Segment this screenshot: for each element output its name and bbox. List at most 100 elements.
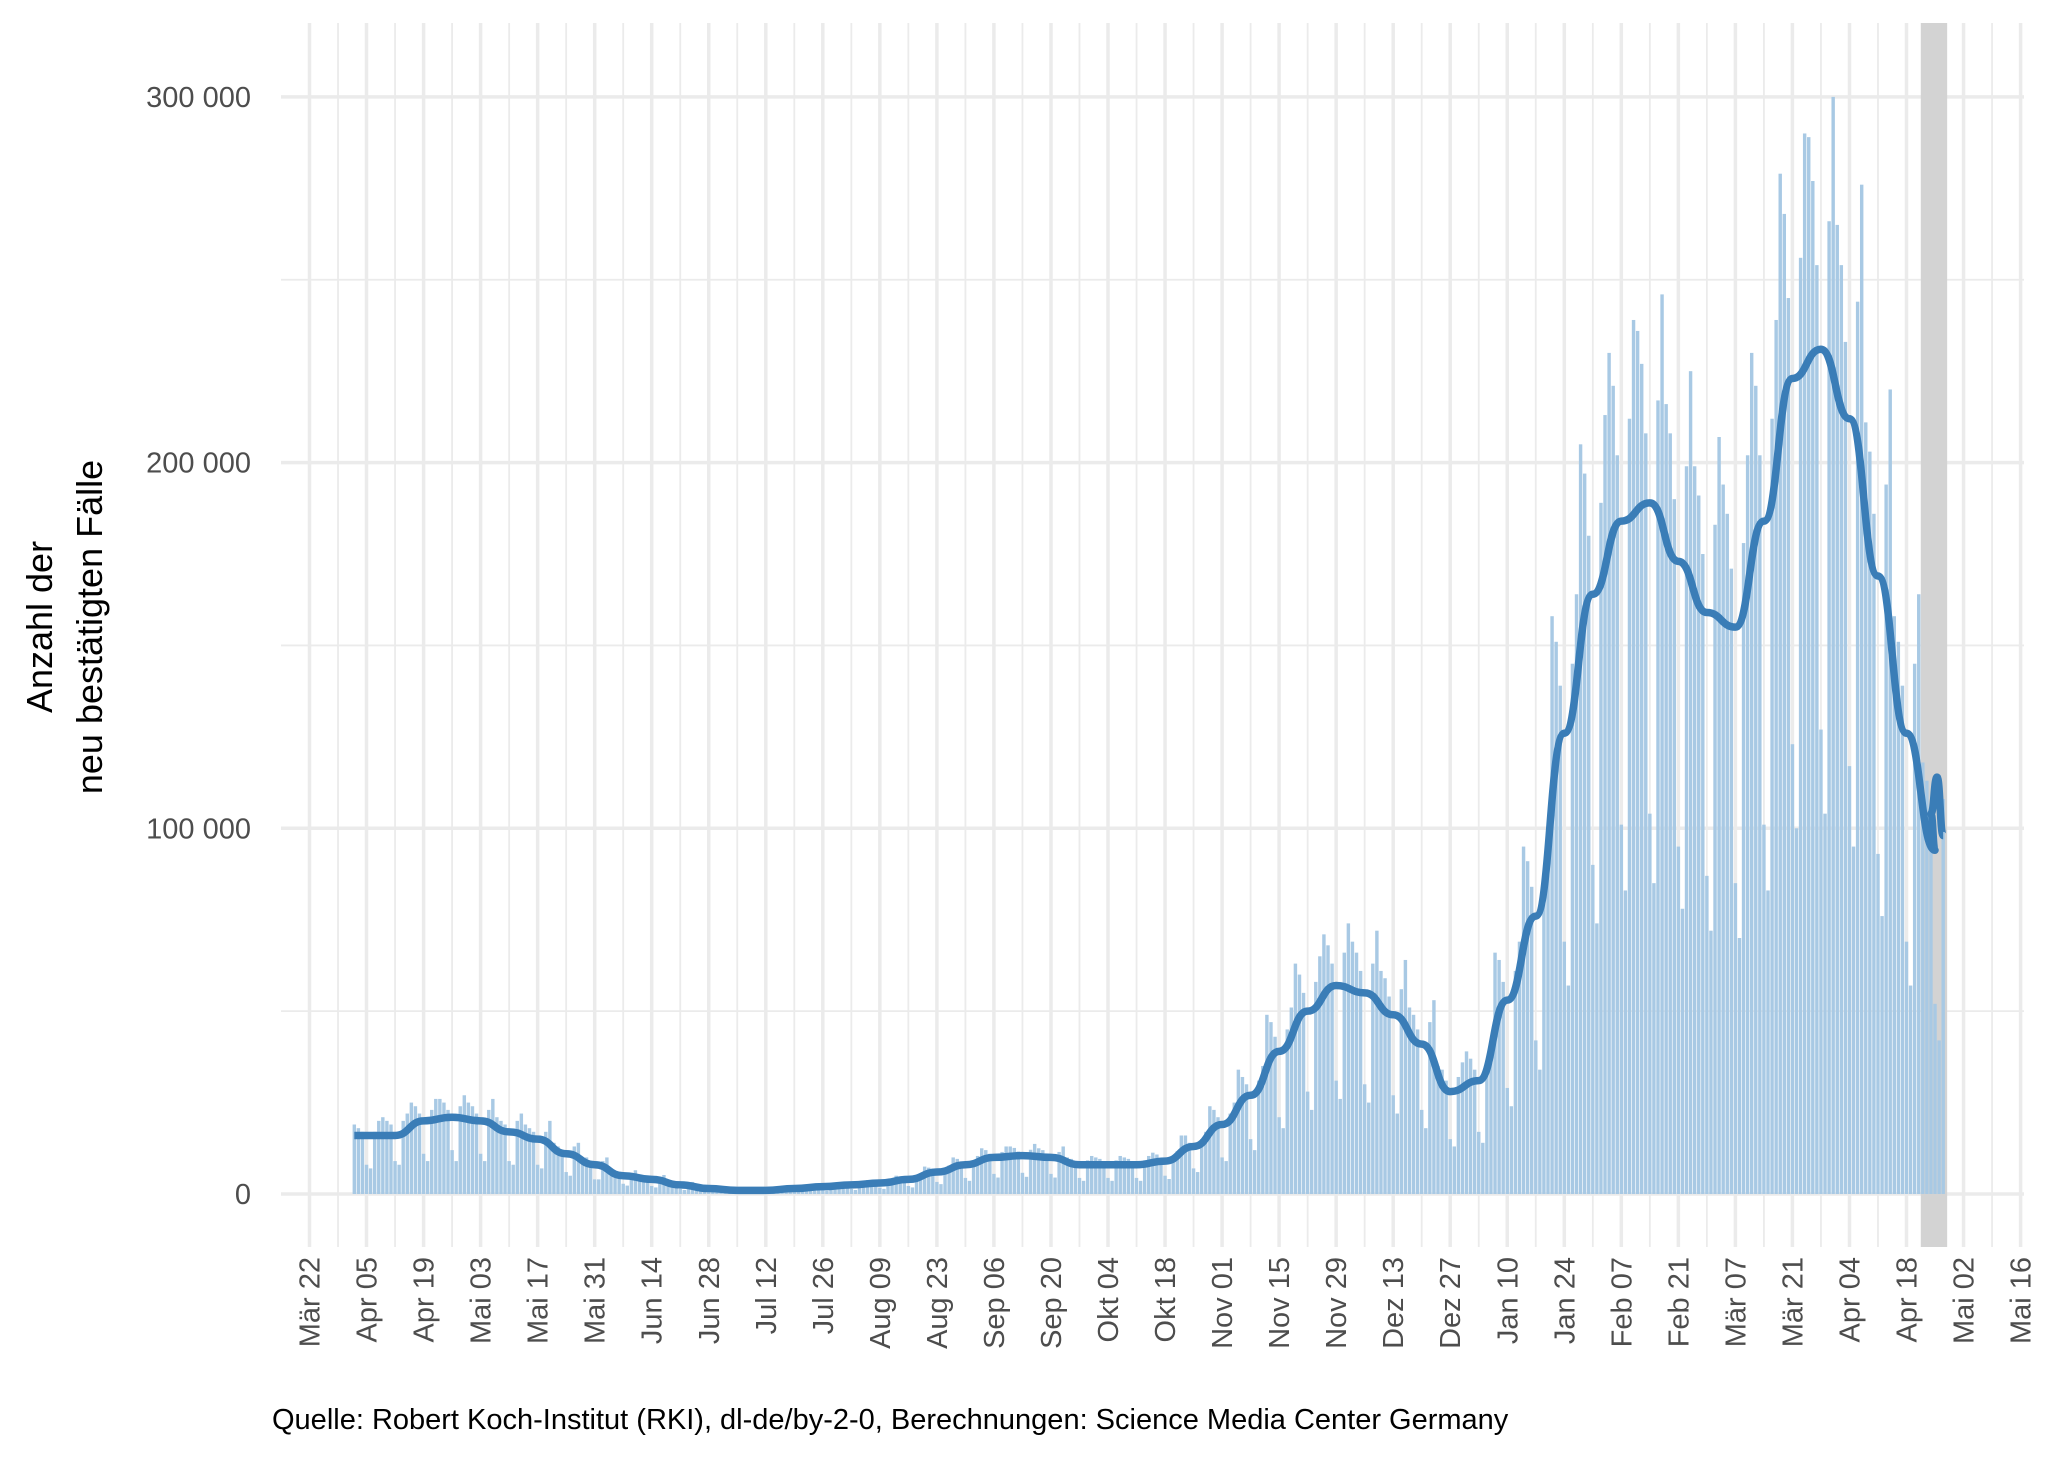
bar [1802,133,1807,1195]
bar [1041,1150,1045,1194]
bar [1603,415,1607,1195]
bar [1648,813,1652,1194]
x-tick-label: Apr 19 [409,1257,441,1342]
x-tick-label: Feb 21 [1663,1257,1695,1347]
bar [1815,265,1819,1194]
bar [1505,1087,1509,1194]
bar [1684,466,1689,1195]
x-tick-label: Apr 05 [352,1257,384,1342]
bar [1664,404,1668,1194]
bar [1631,319,1636,1194]
bar [1175,1151,1179,1194]
bar [1912,663,1917,1194]
bar [1619,824,1624,1194]
bar [1827,221,1831,1194]
bar [939,1184,943,1194]
y-tick-label: 0 [235,1179,251,1211]
bar [886,1181,890,1194]
bar [613,1172,617,1194]
bar [580,1157,585,1194]
bar [1053,1177,1057,1194]
bar [1387,996,1391,1194]
bar [874,1181,878,1194]
bar [1823,813,1827,1194]
bar [910,1187,915,1194]
bar [1338,1098,1342,1194]
bar [1244,1084,1249,1194]
bar [1330,963,1334,1194]
x-tick-label: Mär 07 [1720,1257,1752,1347]
bar [1542,875,1546,1194]
bar [1273,1036,1277,1194]
y-tick-label: 300 000 [146,82,251,114]
bar [658,1177,662,1194]
bar [637,1175,642,1194]
bar [955,1158,959,1194]
bar [1729,568,1734,1194]
bar [654,1187,658,1194]
bar [401,1120,405,1194]
bar [1652,883,1656,1194]
bar [1578,444,1583,1194]
bar [1762,824,1766,1194]
bar [1346,923,1351,1194]
bar [1790,744,1795,1194]
bar [1098,1158,1102,1194]
bar [1501,981,1505,1194]
bar [1432,1000,1436,1194]
bar [1880,916,1884,1194]
bar [1138,1180,1143,1194]
bar [1908,985,1913,1194]
bar [947,1165,951,1194]
bar [1937,1040,1941,1194]
bar [906,1185,911,1194]
bar [1509,1106,1514,1194]
bar [1269,1022,1273,1194]
bar [1008,1146,1012,1194]
bar [645,1177,650,1194]
bar [1831,96,1835,1194]
bar [1326,945,1330,1194]
grid-lines [281,23,2024,1247]
bar [1419,1109,1424,1194]
y-tick-label: 200 000 [146,448,251,480]
bar [1309,1109,1314,1194]
bar [372,1131,377,1194]
bar [1615,455,1619,1194]
bar [560,1150,564,1194]
bar [853,1189,858,1194]
bar [979,1148,984,1194]
bar [1004,1146,1008,1194]
bar [1644,433,1648,1194]
bar [1798,257,1803,1195]
bar [1766,890,1770,1194]
bar [1436,1066,1440,1194]
bar [1342,952,1347,1194]
bar [1811,181,1815,1195]
bar [1318,956,1322,1194]
bar [1472,1069,1477,1194]
bar [352,1124,357,1194]
bar [1147,1155,1151,1194]
bar [1872,513,1876,1194]
bar [393,1161,397,1194]
bar [1868,451,1872,1194]
bar [1057,1151,1061,1194]
bar [1859,184,1864,1195]
bar [1888,389,1892,1195]
bar [466,1102,471,1194]
bar [1228,1113,1232,1194]
bar [1089,1155,1094,1194]
bar [861,1181,866,1194]
bar [409,1102,414,1194]
bar [1713,524,1717,1194]
x-tick-label: Nov 29 [1321,1257,1353,1349]
bar [491,1098,495,1194]
bar [605,1157,609,1194]
bar [1782,213,1786,1194]
bar [821,1189,825,1194]
bar [430,1109,434,1194]
bar [1179,1135,1184,1194]
bar [454,1161,458,1194]
